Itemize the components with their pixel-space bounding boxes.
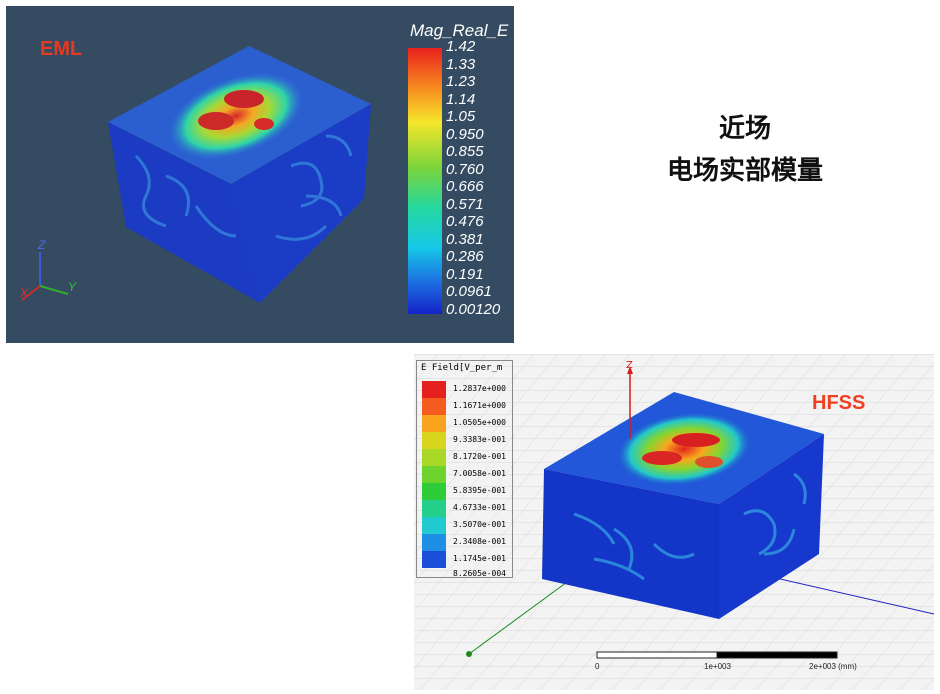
hfss-legend-tick: 7.0058e-001 (453, 469, 506, 478)
eml-legend-tick: 1.14 (446, 91, 476, 108)
hfss-cube-render (414, 354, 934, 690)
eml-panel: EML Mag_Real_E 1.42 1.33 1.23 1.14 1.05 … (6, 6, 514, 343)
eml-legend-tick: 0.286 (446, 248, 484, 265)
hfss-legend-title: E Field[V_per_m (421, 363, 503, 373)
hfss-legend-tick: 2.3408e-001 (453, 537, 506, 546)
eml-axis-y-label: Y (68, 280, 77, 294)
eml-axis-x-label: X (20, 286, 29, 300)
eml-legend-tick: 1.23 (446, 73, 476, 90)
hfss-legend-tick: 8.1720e-001 (453, 452, 506, 461)
hfss-legend-tick: 4.6733e-001 (453, 503, 506, 512)
heading-line-2: 电场实部模量 (666, 156, 823, 186)
eml-legend-tick: 0.00120 (446, 301, 501, 318)
hfss-legend-tick: 1.2837e+000 (453, 384, 506, 393)
eml-legend-bar (408, 48, 442, 314)
hfss-label: HFSS (812, 392, 866, 414)
eml-legend-tick: 1.33 (446, 56, 476, 73)
eml-legend-tick: 0.950 (446, 126, 484, 143)
near-field-heading: 近场 电场实部模量 (600, 108, 890, 192)
hfss-cube-right (719, 434, 824, 619)
eml-cube-render (21, 46, 442, 314)
eml-legend-tick: 1.05 (446, 108, 476, 125)
hfss-legend-tick: 1.1745e-001 (453, 554, 506, 563)
hfss-legend-tick: 1.1671e+000 (453, 401, 506, 410)
eml-label: EML (40, 38, 83, 60)
hfss-legend-tick: 1.0505e+000 (453, 418, 506, 427)
eml-legend-tick: 0.760 (446, 161, 484, 178)
eml-legend-tick: 0.191 (446, 266, 484, 283)
scale-label-zero: 0 (595, 662, 600, 671)
scale-label-end: 2e+003 (mm) (809, 662, 857, 671)
hfss-legend-swatches (422, 381, 446, 568)
scale-label-mid: 1e+003 (704, 662, 731, 671)
eml-legend-title: Mag_Real_E (410, 21, 509, 40)
eml-legend-tick: 0.571 (446, 196, 484, 213)
hfss-legend-tick: 9.3383e-001 (453, 435, 506, 444)
eml-legend-tick: 1.42 (446, 38, 476, 55)
eml-legend-tick: 0.476 (446, 213, 484, 230)
hfss-axis-z-label: Z (626, 360, 633, 371)
heading-line-1: 近场 (718, 114, 771, 144)
hfss-legend: E Field[V_per_m 1.2837e+000 1.1671e+000 … (416, 360, 513, 578)
eml-cube-right (231, 104, 371, 303)
eml-axis-z-label: Z (38, 238, 46, 252)
eml-legend-tick: 0.855 (446, 143, 484, 160)
eml-legend-tick: 0.666 (446, 178, 484, 195)
eml-legend-tick: 0.0961 (446, 283, 492, 300)
eml-legend-tick: 0.381 (446, 231, 484, 248)
hfss-panel: E Field[V_per_m 1.2837e+000 1.1671e+000 … (414, 354, 934, 690)
hfss-legend-tick: 5.8395e-001 (453, 486, 506, 495)
hfss-legend-tick: 8.2605e-004 (453, 569, 506, 578)
hfss-legend-tick: 3.5070e-001 (453, 520, 506, 529)
